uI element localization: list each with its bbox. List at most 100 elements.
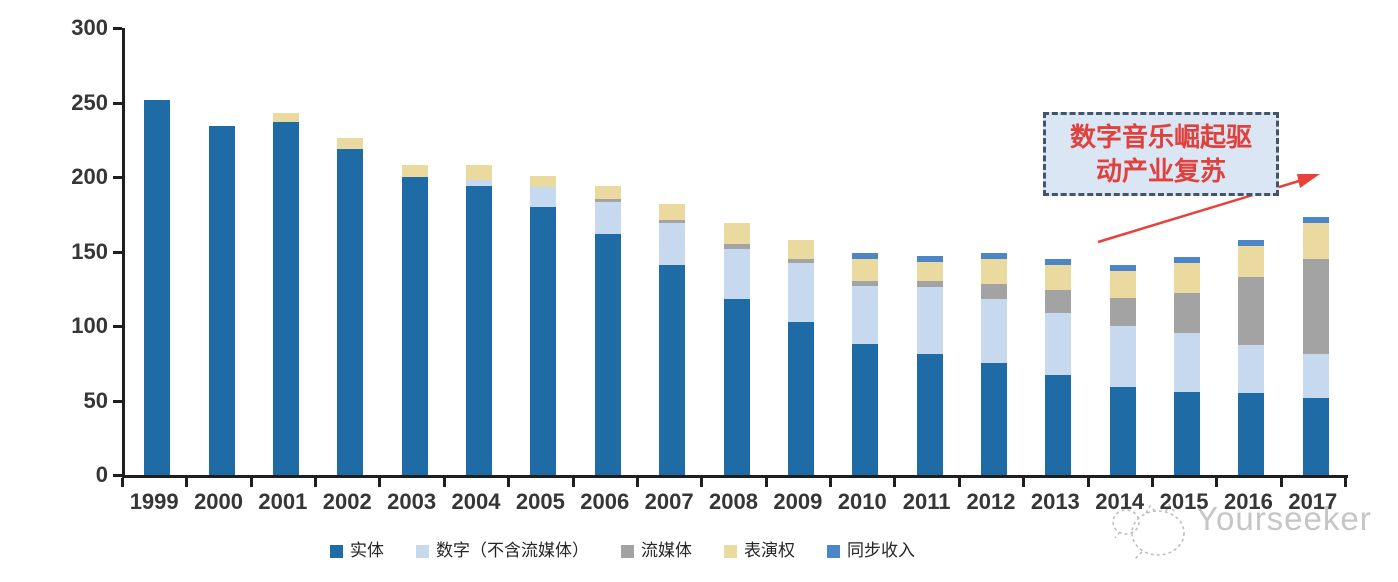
legend-swatch-icon — [330, 544, 343, 558]
bar-segment — [1109, 270, 1136, 298]
bar-segment — [1174, 293, 1201, 334]
bar-segment — [1045, 258, 1072, 265]
bar-segment — [916, 256, 943, 262]
bar-segment — [1045, 375, 1072, 475]
legend-label: 同步收入 — [847, 541, 915, 560]
bar-segment — [1302, 397, 1329, 475]
y-axis-tick-label: 300 — [71, 15, 108, 40]
x-axis-tick-mark — [1150, 478, 1154, 487]
legend-label: 实体 — [350, 541, 384, 560]
bar-segment — [1302, 223, 1329, 259]
stacked-bar-1999 — [144, 99, 171, 475]
bar-segment — [1109, 297, 1136, 327]
x-axis-tick-label: 2006 — [580, 489, 630, 514]
x-axis-tick-mark — [829, 478, 833, 487]
legend-label: 数字（不含流媒体） — [436, 541, 589, 560]
bar-segment — [980, 258, 1007, 285]
stacked-bar-2015 — [1174, 257, 1201, 475]
legend-swatch-icon — [621, 544, 634, 558]
legend-swatch-icon — [724, 544, 737, 558]
stacked-bar-2010 — [852, 253, 879, 475]
bar-segment — [594, 233, 621, 475]
bar-segment — [401, 177, 428, 475]
bar-segment — [337, 138, 364, 149]
x-axis-tick-label: 2005 — [515, 489, 565, 514]
x-axis-tick-label: 2013 — [1030, 489, 1080, 514]
bar-segment — [723, 248, 750, 300]
y-axis-tick-label: 200 — [71, 164, 108, 189]
y-axis-tick-mark — [113, 101, 122, 105]
bar-segment — [594, 202, 621, 234]
bar-segment — [466, 185, 493, 475]
x-axis-tick-mark — [314, 478, 318, 487]
legend-label: 表演权 — [744, 541, 795, 560]
x-axis-tick-mark — [121, 478, 124, 487]
bar-segment — [1109, 264, 1136, 271]
annotation-callout: 数字音乐崛起驱 动产业复苏 — [1043, 112, 1279, 196]
bar-segment — [787, 321, 814, 475]
x-axis-tick-label: 2012 — [966, 489, 1016, 514]
bar-segment — [1302, 217, 1329, 224]
stacked-bar-2017 — [1302, 217, 1329, 475]
stacked-bar-2008 — [723, 223, 750, 475]
bar-segment — [852, 343, 879, 475]
legend-swatch-icon — [827, 544, 840, 558]
x-axis-tick-label: 2007 — [644, 489, 694, 514]
stacked-bar-2003 — [401, 165, 428, 475]
bar-segment — [980, 363, 1007, 475]
x-axis-tick-mark — [957, 478, 961, 487]
bar-segment — [980, 253, 1007, 259]
x-axis-tick-mark — [1279, 478, 1283, 487]
bar-segment — [401, 165, 428, 177]
x-axis-tick-label: 2016 — [1223, 489, 1273, 514]
stacked-bar-2016 — [1238, 239, 1265, 475]
bar-segment — [916, 287, 943, 355]
x-axis-tick-label: 2009 — [773, 489, 823, 514]
x-axis-tick-label: 2004 — [451, 489, 501, 514]
x-axis-tick-label: 2015 — [1159, 489, 1209, 514]
legend-label: 流媒体 — [641, 541, 692, 560]
bar-segment — [208, 126, 235, 475]
x-axis-tick-mark — [378, 478, 382, 487]
x-axis-tick-mark — [1215, 478, 1219, 487]
stacked-bar-2001 — [272, 112, 299, 475]
y-axis-tick-mark — [113, 250, 122, 254]
bar-segment — [272, 112, 299, 122]
bar-segment — [659, 223, 686, 265]
x-axis-tick-mark — [893, 478, 897, 487]
stacked-bar-2011 — [916, 256, 943, 475]
bar-segment — [916, 281, 943, 288]
bar-segment — [852, 253, 879, 259]
bar-segment — [1238, 393, 1265, 475]
stacked-bar-2000 — [208, 126, 235, 475]
bar-segment — [980, 284, 1007, 300]
x-axis-tick-label: 2000 — [194, 489, 244, 514]
bar-segment — [787, 263, 814, 322]
stacked-bar-2004 — [466, 165, 493, 475]
chart-legend: 实体 数字（不含流媒体） 流媒体 表演权 同步收入 — [0, 541, 1245, 561]
x-axis-tick-mark — [700, 478, 704, 487]
bar-segment — [1238, 276, 1265, 346]
bar-segment — [659, 264, 686, 475]
x-axis-tick-label: 2008 — [709, 489, 758, 514]
bar-segment — [1109, 387, 1136, 475]
x-axis-tick-label: 2011 — [902, 489, 951, 514]
bar-segment — [466, 165, 493, 180]
bar-segment — [1045, 312, 1072, 376]
x-axis-tick-mark — [185, 478, 189, 487]
bar-segment — [980, 299, 1007, 364]
x-axis-tick-label: 2014 — [1095, 489, 1145, 514]
stacked-bar-2009 — [787, 239, 814, 475]
bar-segment — [787, 258, 814, 264]
y-axis-tick-label: 250 — [71, 89, 108, 115]
legend-swatch-icon — [416, 544, 429, 558]
bar-segment — [1174, 391, 1201, 475]
bar-segment — [1045, 290, 1072, 313]
legend-item: 流媒体 — [621, 541, 692, 561]
bar-segment — [1109, 326, 1136, 388]
bar-segment — [723, 244, 750, 249]
legend-item: 实体 — [330, 541, 384, 561]
x-axis-tick-mark — [507, 478, 511, 487]
bar-segment — [1302, 258, 1329, 355]
